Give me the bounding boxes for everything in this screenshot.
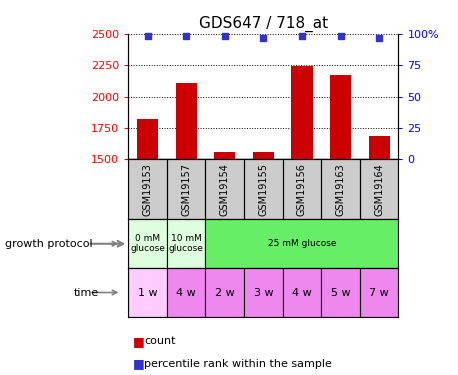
Text: 25 mM glucose: 25 mM glucose bbox=[268, 239, 336, 248]
Bar bbox=[321, 268, 360, 317]
Bar bbox=[137, 119, 158, 159]
Text: 5 w: 5 w bbox=[331, 288, 350, 297]
Text: GSM19157: GSM19157 bbox=[181, 163, 191, 216]
Bar bbox=[206, 219, 398, 268]
Text: GSM19154: GSM19154 bbox=[220, 163, 230, 216]
Bar bbox=[283, 268, 321, 317]
Bar bbox=[128, 268, 167, 317]
Bar bbox=[360, 159, 398, 219]
Point bbox=[260, 34, 267, 40]
Bar bbox=[244, 268, 283, 317]
Title: GDS647 / 718_at: GDS647 / 718_at bbox=[199, 16, 328, 32]
Text: count: count bbox=[144, 336, 176, 346]
Text: 1 w: 1 w bbox=[138, 288, 158, 297]
Bar bbox=[206, 268, 244, 317]
Text: ■: ■ bbox=[133, 357, 148, 370]
Bar bbox=[253, 153, 274, 159]
Point bbox=[376, 34, 383, 40]
Bar bbox=[167, 268, 206, 317]
Point bbox=[182, 33, 190, 39]
Point bbox=[298, 33, 305, 39]
Bar bbox=[214, 152, 235, 159]
Bar bbox=[128, 159, 167, 219]
Point bbox=[221, 33, 229, 39]
Bar bbox=[330, 75, 351, 159]
Text: GSM19163: GSM19163 bbox=[336, 163, 345, 216]
Text: GSM19164: GSM19164 bbox=[374, 163, 384, 216]
Text: 4 w: 4 w bbox=[292, 288, 312, 297]
Bar bbox=[167, 159, 206, 219]
Bar bbox=[283, 159, 321, 219]
Text: GSM19156: GSM19156 bbox=[297, 163, 307, 216]
Bar bbox=[360, 268, 398, 317]
Text: 4 w: 4 w bbox=[176, 288, 196, 297]
Text: 2 w: 2 w bbox=[215, 288, 234, 297]
Point bbox=[144, 33, 151, 39]
Bar bbox=[167, 219, 206, 268]
Bar bbox=[244, 159, 283, 219]
Text: 3 w: 3 w bbox=[254, 288, 273, 297]
Text: growth protocol: growth protocol bbox=[5, 239, 92, 249]
Bar bbox=[206, 159, 244, 219]
Bar bbox=[175, 83, 197, 159]
Text: 0 mM
glucose: 0 mM glucose bbox=[130, 234, 165, 254]
Text: 7 w: 7 w bbox=[369, 288, 389, 297]
Bar bbox=[321, 159, 360, 219]
Text: GSM19153: GSM19153 bbox=[142, 163, 153, 216]
Bar bbox=[291, 66, 312, 159]
Text: GSM19155: GSM19155 bbox=[258, 163, 268, 216]
Bar bbox=[369, 135, 390, 159]
Text: percentile rank within the sample: percentile rank within the sample bbox=[144, 359, 332, 369]
Text: ■: ■ bbox=[133, 335, 148, 348]
Bar bbox=[128, 219, 167, 268]
Point bbox=[337, 33, 344, 39]
Text: time: time bbox=[73, 288, 98, 297]
Text: 10 mM
glucose: 10 mM glucose bbox=[169, 234, 204, 254]
